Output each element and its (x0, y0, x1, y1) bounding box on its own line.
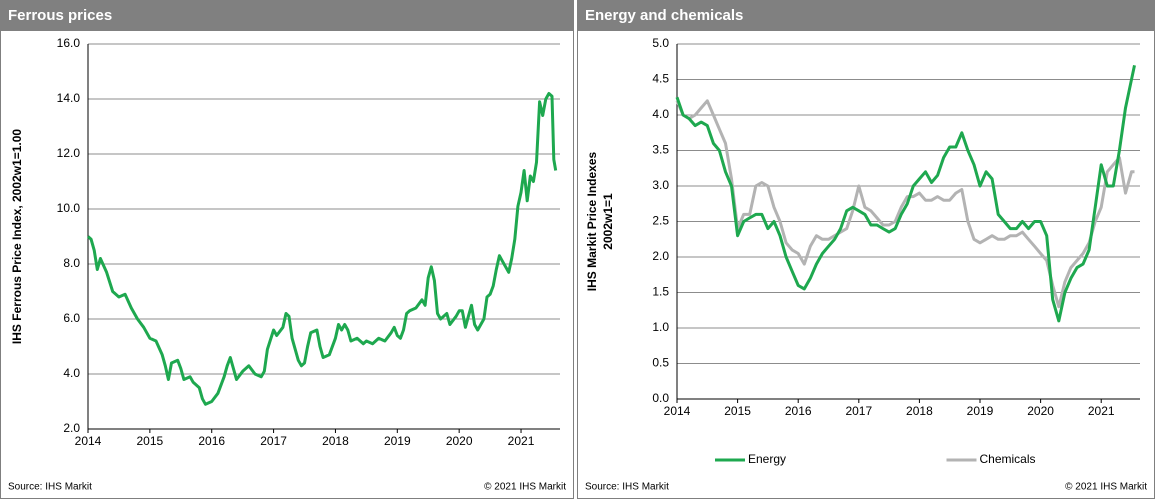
panel-title: Ferrous prices (8, 7, 112, 24)
x-tick-label: 2015 (137, 434, 164, 448)
x-tick-label: 2016 (198, 434, 225, 448)
y-tick-label: 6.0 (63, 311, 80, 325)
y-tick-label: 2.0 (652, 249, 669, 263)
copyright-note: © 2021 IHS Markit (1065, 482, 1147, 493)
y-tick-label: 14.0 (57, 91, 81, 105)
x-tick-label: 2018 (906, 404, 933, 418)
y-axis-label: IHS Ferrous Price Index, 2002w1=1.00 (10, 129, 24, 344)
y-axis-label: IHS Markit Price Indexes (585, 151, 599, 291)
panel-header (0, 0, 574, 31)
x-tick-label: 2014 (664, 404, 691, 418)
x-tick-label: 2019 (967, 404, 994, 418)
x-tick-label: 2020 (446, 434, 473, 448)
y-tick-label: 1.0 (652, 320, 669, 334)
legend-label: Chemicals (980, 452, 1036, 466)
x-tick-label: 2020 (1027, 404, 1054, 418)
y-tick-label: 16.0 (57, 36, 81, 50)
y-tick-label: 4.0 (652, 107, 669, 121)
y-tick-label: 10.0 (57, 201, 81, 215)
x-tick-label: 2019 (384, 434, 411, 448)
x-tick-label: 2018 (322, 434, 349, 448)
x-tick-label: 2017 (260, 434, 287, 448)
panel-border (577, 0, 1155, 499)
y-tick-label: 8.0 (63, 256, 80, 270)
x-tick-label: 2021 (508, 434, 535, 448)
y-tick-label: 4.0 (63, 366, 80, 380)
y-tick-label: 0.5 (652, 356, 669, 370)
copyright-note: © 2021 IHS Markit (484, 482, 566, 493)
y-tick-label: 2.0 (63, 421, 80, 435)
source-note: Source: IHS Markit (8, 482, 92, 493)
y-tick-label: 5.0 (652, 36, 669, 50)
y-tick-label: 4.5 (652, 72, 669, 86)
source-note: Source: IHS Markit (585, 482, 669, 493)
panel-title: Energy and chemicals (585, 7, 743, 24)
panel: Ferrous prices 2.0 4.0 6.0 8.0 10.0 12.0 14.0 16… (0, 0, 574, 499)
panel-header (577, 0, 1155, 31)
x-tick-label: 2016 (785, 404, 812, 418)
y-tick-label: 0.0 (652, 391, 669, 405)
x-tick-label: 2021 (1088, 404, 1115, 418)
y-tick-label: 2.5 (652, 214, 669, 228)
panel: Energy and chemicals 0.0 0.5 1.0 1.5 2.0 2.5 3.… (577, 0, 1155, 499)
series-line (675, 64, 1136, 323)
series-line (86, 92, 558, 406)
x-tick-label: 2014 (75, 434, 102, 448)
x-tick-label: 2017 (845, 404, 872, 418)
y-tick-label: 3.0 (652, 178, 669, 192)
y-tick-label: 12.0 (57, 146, 81, 160)
y-tick-label: 3.5 (652, 143, 669, 157)
y-tick-label: 1.5 (652, 285, 669, 299)
x-tick-label: 2015 (724, 404, 751, 418)
panel-border (0, 0, 574, 499)
legend-label: Energy (748, 452, 786, 466)
y-axis-label: 2002w1=1 (601, 193, 615, 250)
series-line (675, 99, 1135, 309)
